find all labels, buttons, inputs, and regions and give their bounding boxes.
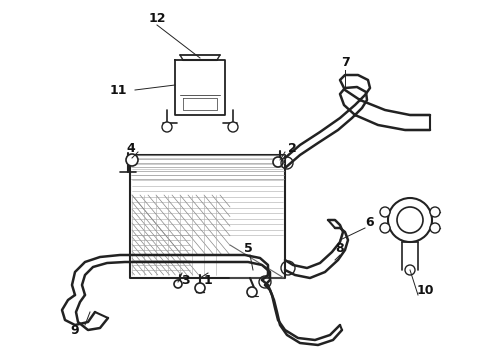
Circle shape (162, 122, 172, 132)
Circle shape (174, 280, 182, 288)
Circle shape (228, 122, 238, 132)
Text: 9: 9 (71, 324, 79, 337)
Text: 11: 11 (109, 84, 127, 96)
Text: 8: 8 (336, 242, 344, 255)
Text: 6: 6 (366, 216, 374, 229)
Circle shape (247, 287, 257, 297)
Text: 3: 3 (181, 274, 189, 287)
Circle shape (126, 154, 138, 166)
Text: 5: 5 (244, 242, 252, 255)
Circle shape (430, 223, 440, 233)
Text: 7: 7 (341, 55, 349, 68)
Text: 1: 1 (204, 274, 212, 287)
Circle shape (430, 207, 440, 217)
Text: 4: 4 (126, 141, 135, 154)
Text: 12: 12 (148, 12, 166, 24)
Circle shape (388, 198, 432, 242)
Circle shape (380, 223, 390, 233)
Circle shape (273, 157, 283, 167)
Circle shape (380, 207, 390, 217)
Text: 10: 10 (416, 284, 434, 297)
Text: 2: 2 (288, 141, 296, 154)
Circle shape (195, 283, 205, 293)
Circle shape (405, 265, 415, 275)
